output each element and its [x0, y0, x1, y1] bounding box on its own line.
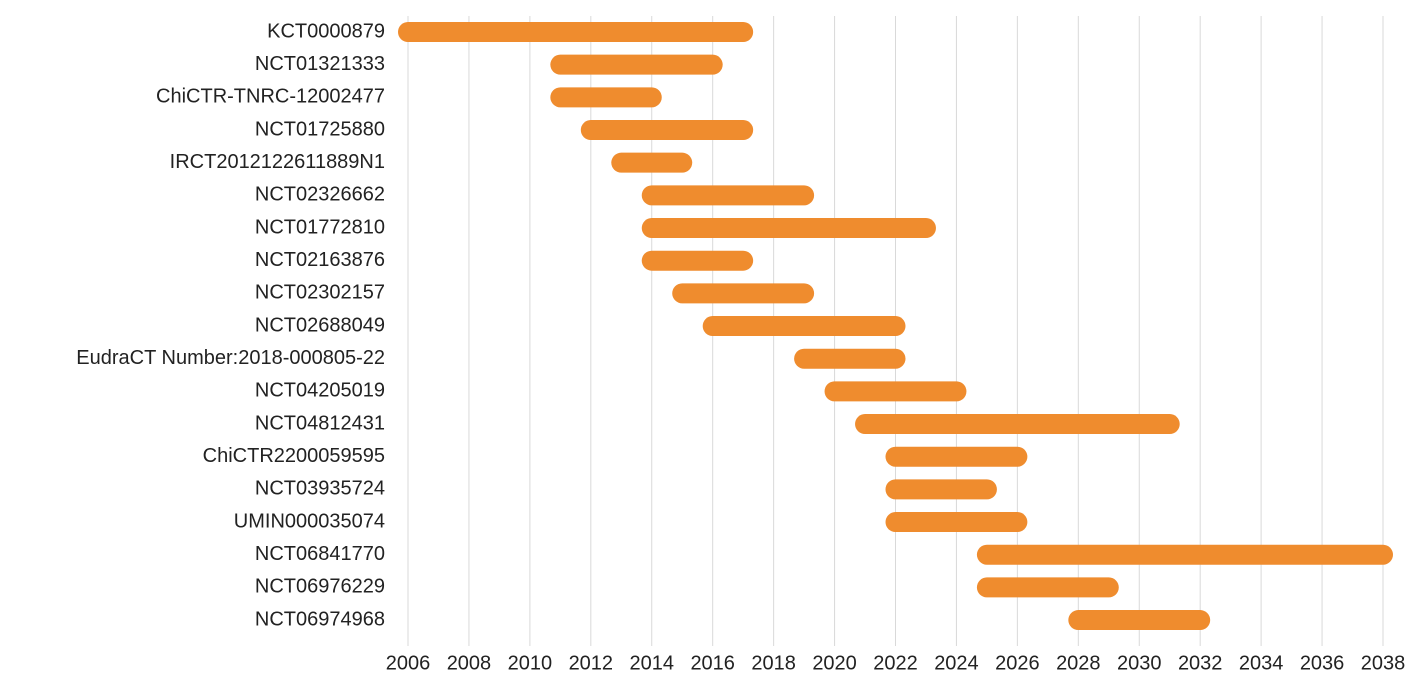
y-tick-label: EudraCT Number:2018-000805-22 [76, 347, 385, 369]
x-tick-label: 2026 [995, 652, 1040, 674]
x-tick-label: 2020 [812, 652, 857, 674]
x-tick-label: 2012 [569, 652, 614, 674]
x-tick-label: 2010 [508, 652, 553, 674]
y-tick-label: IRCT2012122611889N1 [170, 151, 385, 173]
x-tick-label: 2030 [1117, 652, 1162, 674]
x-tick-label: 2016 [690, 652, 735, 674]
x-tick-label: 2032 [1178, 652, 1223, 674]
x-tick-label: 2024 [934, 652, 979, 674]
y-tick-label: KCT0000879 [267, 20, 385, 42]
y-tick-label: NCT01321333 [255, 53, 385, 75]
x-tick-label: 2008 [447, 652, 492, 674]
y-tick-label: NCT01772810 [255, 216, 385, 238]
y-tick-label: NCT02302157 [255, 282, 385, 304]
y-tick-label: NCT06976229 [255, 576, 385, 598]
y-tick-label: NCT04205019 [255, 380, 385, 402]
y-tick-label: NCT02163876 [255, 249, 385, 271]
y-tick-label: NCT03935724 [255, 478, 385, 500]
x-tick-label: 2014 [630, 652, 675, 674]
y-tick-label: NCT01725880 [255, 118, 385, 140]
x-tick-label: 2036 [1300, 652, 1345, 674]
y-tick-label: NCT04812431 [255, 412, 385, 434]
y-tick-label: NCT06974968 [255, 608, 385, 630]
y-tick-label: NCT06841770 [255, 543, 385, 565]
y-tick-label: UMIN000035074 [234, 510, 385, 532]
x-tick-label: 2018 [751, 652, 796, 674]
y-tick-label: ChiCTR-TNRC-12002477 [156, 86, 385, 108]
x-tick-label: 2038 [1361, 652, 1406, 674]
x-tick-label: 2022 [873, 652, 918, 674]
x-tick-label: 2028 [1056, 652, 1101, 674]
y-tick-label: NCT02326662 [255, 184, 385, 206]
x-tick-label: 2006 [386, 652, 431, 674]
x-tick-label: 2034 [1239, 652, 1284, 674]
y-tick-label: NCT02688049 [255, 314, 385, 336]
y-tick-label: ChiCTR2200059595 [203, 445, 385, 467]
